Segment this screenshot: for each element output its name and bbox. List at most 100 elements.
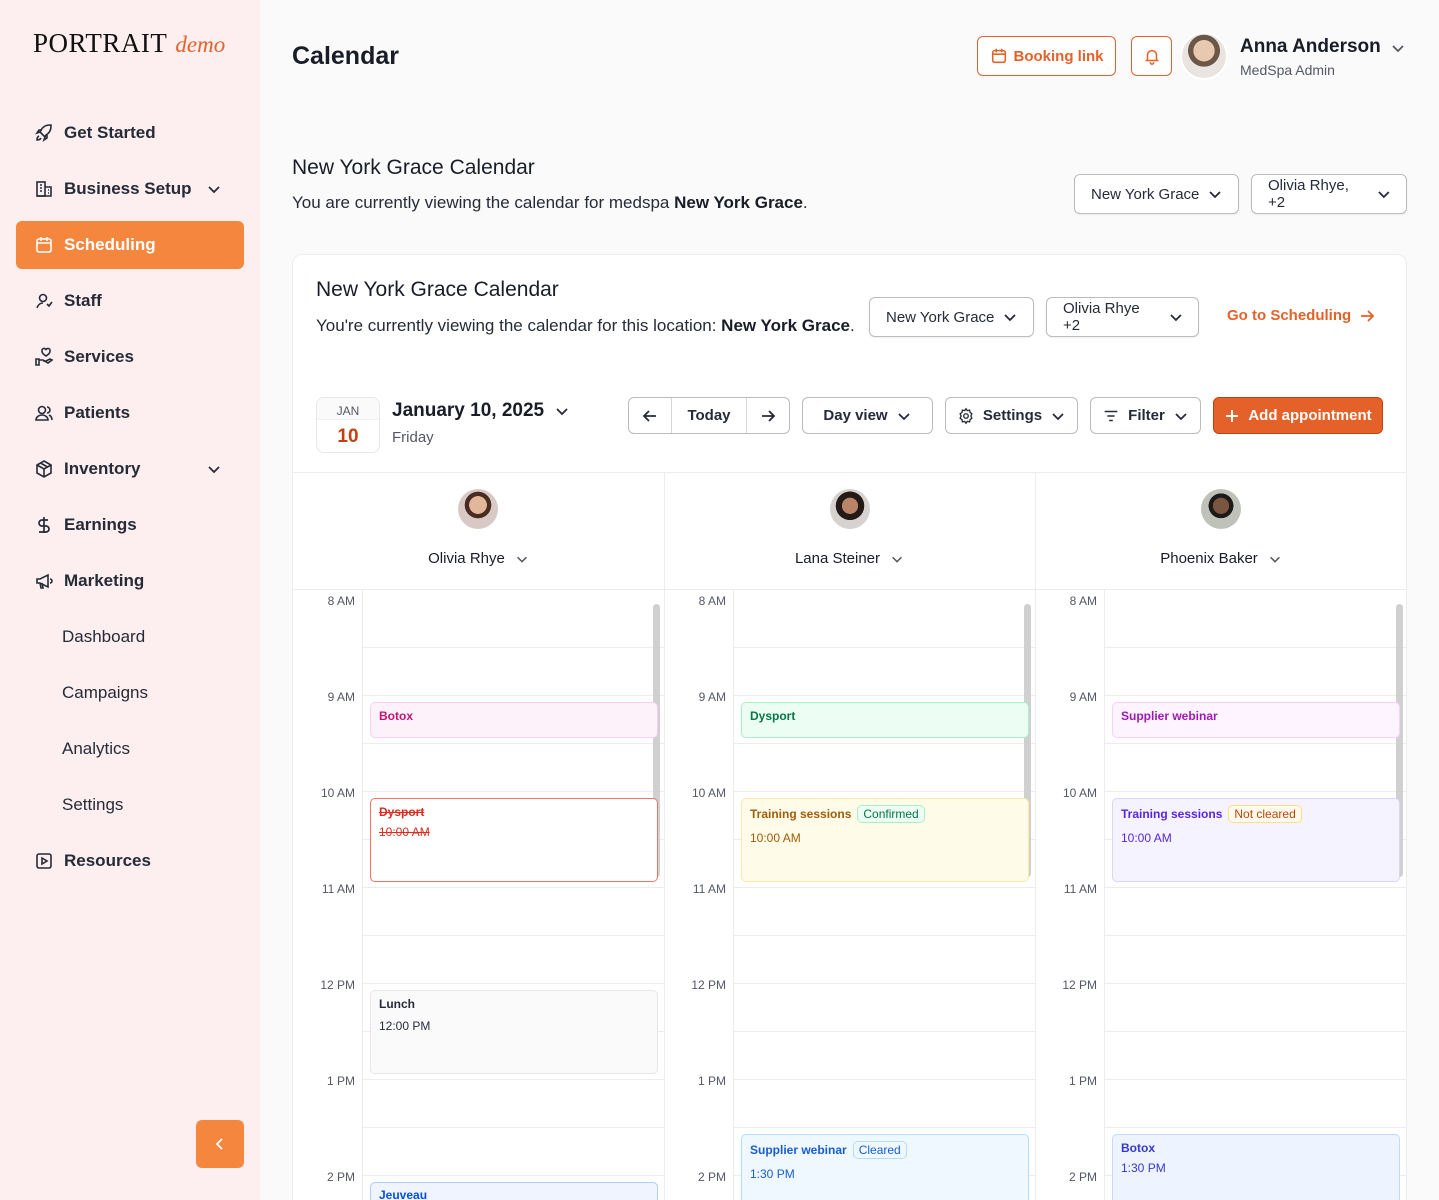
grid-line <box>734 887 1035 888</box>
event-card[interactable]: Supplier webinar Cleared 1:30 PM <box>741 1134 1029 1200</box>
event-card[interactable]: Supplier webinar <box>1112 702 1400 738</box>
scrollbar[interactable] <box>1396 604 1403 877</box>
collapse-sidebar-button[interactable] <box>196 1120 244 1168</box>
sidebar-nav: Get Started Business Setup Scheduling St… <box>16 109 244 893</box>
grid-line <box>734 983 1035 984</box>
staff-column-phoenix: Phoenix Baker 8 AM 9 AM 10 AM 11 AM 12 P… <box>1035 473 1406 1200</box>
logo[interactable]: PORTRAIT demo <box>33 28 225 59</box>
event-card[interactable]: Training sessions Not cleared 10:00 AM <box>1112 798 1400 882</box>
staff-name: Lana Steiner <box>794 550 881 567</box>
hand-heart-icon <box>34 347 54 367</box>
sidebar-item-dashboard[interactable]: Dashboard <box>16 613 244 661</box>
megaphone-icon <box>34 571 54 591</box>
settings-button[interactable]: Settings <box>945 397 1078 434</box>
previous-day-button[interactable] <box>629 398 671 433</box>
sidebar-item-analytics[interactable]: Analytics <box>16 725 244 773</box>
event-card[interactable]: Botox 1:30 PM <box>1112 1134 1400 1200</box>
card-staff-value: Olivia Rhye +2 <box>1063 300 1140 334</box>
time-gutter: 8 AM 9 AM 10 AM 11 AM 12 PM 1 PM 2 PM <box>664 590 734 1200</box>
event-card-cancelled[interactable]: Dysport 10:00 AM <box>370 798 658 882</box>
sidebar-item-campaigns[interactable]: Campaigns <box>16 669 244 717</box>
page-title: Calendar <box>292 42 399 70</box>
time-gutter: 8 AM 9 AM 10 AM 11 AM 12 PM 1 PM 2 PM <box>293 590 363 1200</box>
card-location-select[interactable]: New York Grace <box>869 297 1034 337</box>
sidebar-item-staff[interactable]: Staff <box>16 277 244 325</box>
grid-line <box>1105 1127 1406 1128</box>
sidebar-item-settings[interactable]: Settings <box>16 781 244 829</box>
add-appointment-button[interactable]: Add appointment <box>1213 397 1383 434</box>
grid-line <box>363 1079 664 1080</box>
logo-suffix: demo <box>175 32 226 57</box>
grid-line <box>1105 1079 1406 1080</box>
time-label: 9 AM <box>1069 690 1097 704</box>
staff-column-olivia: Olivia Rhye 8 AM 9 AM 10 AM 11 AM 12 PM … <box>293 473 665 1200</box>
go-to-scheduling-label: Go to Scheduling <box>1227 307 1352 324</box>
sidebar-item-patients[interactable]: Patients <box>16 389 244 437</box>
chevron-down-icon[interactable] <box>1390 40 1406 56</box>
location-select[interactable]: New York Grace <box>1074 174 1239 214</box>
time-label: 2 PM <box>1068 1170 1097 1184</box>
user-name: Anna Anderson <box>1240 36 1381 57</box>
event-time: 1:30 PM <box>750 1167 795 1181</box>
location-select-value: New York Grace <box>1091 185 1200 203</box>
staff-select[interactable]: Olivia Rhye, +2 <box>1251 174 1407 214</box>
event-card[interactable]: Jeuveau <box>370 1182 658 1200</box>
date-picker[interactable]: January 10, 2025 <box>392 400 570 422</box>
sidebar-item-business-setup[interactable]: Business Setup <box>16 165 244 213</box>
avatar[interactable] <box>1180 32 1228 80</box>
sidebar-item-inventory[interactable]: Inventory <box>16 445 244 493</box>
status-badge: Not cleared <box>1228 805 1302 823</box>
grid-line <box>363 1175 664 1176</box>
scrollbar[interactable] <box>653 604 660 877</box>
booking-link-label: Booking link <box>1013 47 1104 65</box>
sidebar-item-services[interactable]: Services <box>16 333 244 381</box>
grid-line <box>1105 887 1406 888</box>
filter-button[interactable]: Filter <box>1090 397 1201 434</box>
event-card[interactable]: Lunch 12:00 PM <box>370 990 658 1074</box>
grid-line <box>363 695 664 696</box>
event-card[interactable]: Botox <box>370 702 658 738</box>
grid-line <box>363 983 664 984</box>
date-title: January 10, 2025 <box>392 400 545 421</box>
sidebar-item-get-started[interactable]: Get Started <box>16 109 244 157</box>
sidebar-item-resources[interactable]: Resources <box>16 837 244 885</box>
calendar-grid: Olivia Rhye 8 AM 9 AM 10 AM 11 AM 12 PM … <box>293 472 1406 1200</box>
booking-link-button[interactable]: Booking link <box>977 36 1116 76</box>
chevron-down-icon <box>1378 191 1390 199</box>
card-description: You're currently viewing the calendar fo… <box>316 316 855 336</box>
section-description: You are currently viewing the calendar f… <box>292 193 808 213</box>
grid-line <box>1105 983 1406 984</box>
staff-column-header: Lana Steiner <box>664 473 1035 590</box>
sidebar-item-earnings[interactable]: Earnings <box>16 501 244 549</box>
sidebar-item-label: Business Setup <box>64 179 192 198</box>
event-time: 1:30 PM <box>1121 1161 1166 1175</box>
card-staff-select[interactable]: Olivia Rhye +2 <box>1046 297 1199 337</box>
staff-select-olivia[interactable]: Olivia Rhye <box>293 550 664 567</box>
date-badge: JAN 10 <box>316 397 380 453</box>
today-button[interactable]: Today <box>671 398 747 433</box>
notifications-button[interactable] <box>1131 36 1172 76</box>
arrow-right-icon <box>1361 309 1375 322</box>
weekday: Friday <box>392 429 434 446</box>
staff-select-lana[interactable]: Lana Steiner <box>664 550 1035 567</box>
chevron-down-icon <box>1209 191 1222 199</box>
scrollbar[interactable] <box>1024 604 1031 877</box>
event-title: Supplier webinar <box>1121 709 1218 723</box>
grid-line <box>734 1127 1035 1128</box>
event-card[interactable]: Dysport <box>741 702 1029 738</box>
view-select[interactable]: Day view <box>802 397 933 434</box>
staff-column-header: Phoenix Baker <box>1035 473 1406 590</box>
next-day-button[interactable] <box>747 398 789 433</box>
staff-select-phoenix[interactable]: Phoenix Baker <box>1035 550 1406 567</box>
sidebar-item-label: Scheduling <box>64 235 156 254</box>
time-label: 11 AM <box>321 882 355 896</box>
sidebar-item-marketing[interactable]: Marketing <box>16 557 244 605</box>
time-label: 1 PM <box>1068 1074 1097 1088</box>
sidebar-item-label: Dashboard <box>62 627 146 646</box>
arrow-right-icon <box>762 409 776 422</box>
sidebar-item-scheduling[interactable]: Scheduling <box>16 221 244 269</box>
sidebar-item-label: Analytics <box>62 739 131 758</box>
go-to-scheduling-link[interactable]: Go to Scheduling <box>1227 307 1375 324</box>
event-card[interactable]: Training sessions Confirmed 10:00 AM <box>741 798 1029 882</box>
staff-select-value: Olivia Rhye, +2 <box>1268 177 1349 211</box>
